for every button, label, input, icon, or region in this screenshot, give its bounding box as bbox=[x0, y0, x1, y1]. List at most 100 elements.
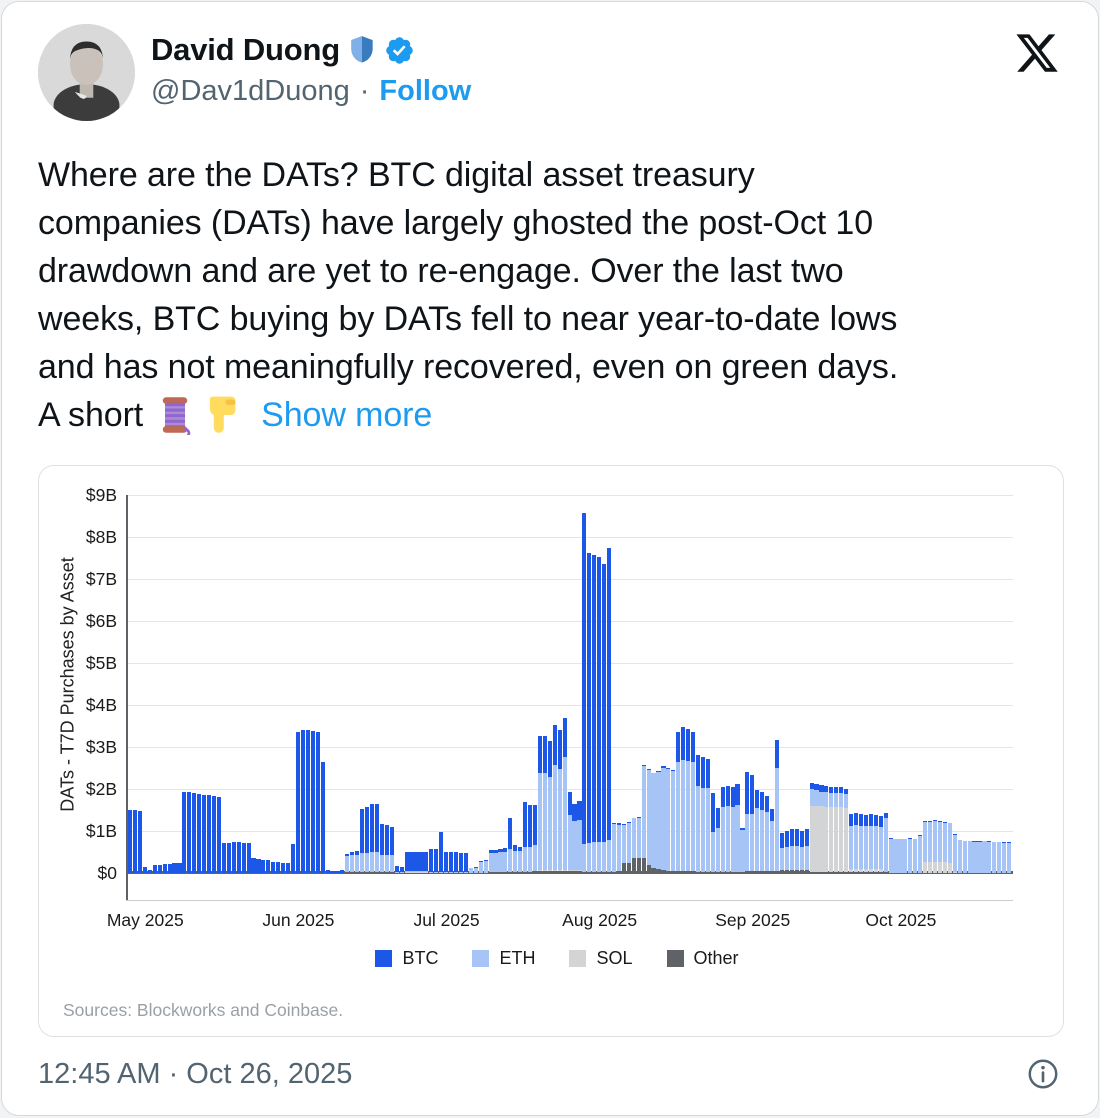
stacked-bar bbox=[661, 766, 665, 873]
bar-segment-other bbox=[701, 872, 705, 873]
bar-segment-eth bbox=[938, 822, 942, 862]
bar-segment-other bbox=[839, 872, 843, 873]
stacked-bar bbox=[163, 864, 167, 873]
bar-segment-eth bbox=[642, 766, 646, 858]
display-name[interactable]: David Duong bbox=[151, 32, 340, 68]
bar-segment-btc bbox=[444, 852, 448, 872]
bar-segment-eth bbox=[449, 872, 453, 873]
stacked-bar bbox=[884, 813, 888, 873]
stacked-bar bbox=[251, 858, 255, 873]
show-more-link[interactable]: Show more bbox=[261, 391, 432, 439]
stacked-bar bbox=[706, 759, 710, 873]
bar-segment-other bbox=[503, 872, 507, 873]
bar-segment-btc bbox=[439, 832, 443, 872]
stacked-bar bbox=[311, 731, 315, 873]
bar-segment-btc bbox=[528, 805, 532, 847]
bar-segment-eth bbox=[607, 840, 611, 872]
bar-segment-other bbox=[819, 872, 823, 873]
stacked-bar bbox=[321, 762, 325, 873]
stacked-bar bbox=[918, 835, 922, 873]
bar-segment-btc bbox=[321, 762, 325, 873]
legend-swatch-other bbox=[667, 950, 684, 967]
bar-segment-other bbox=[642, 858, 646, 873]
stacked-bar bbox=[548, 741, 552, 873]
bar-segment-eth bbox=[706, 788, 710, 872]
stacked-bar bbox=[350, 852, 354, 873]
bar-segment-sol bbox=[810, 806, 814, 872]
bar-segment-eth bbox=[518, 851, 522, 872]
stacked-bar bbox=[913, 839, 917, 873]
stacked-bar bbox=[844, 789, 848, 873]
bar-segment-other bbox=[810, 872, 814, 873]
bar-segment-eth bbox=[928, 822, 932, 862]
bar-segment-other bbox=[824, 872, 828, 873]
stacked-bar bbox=[479, 861, 483, 873]
stacked-bar bbox=[370, 804, 374, 873]
bar-segment-eth bbox=[681, 760, 685, 871]
bar-segment-other bbox=[627, 863, 631, 874]
bar-segment-eth bbox=[602, 842, 606, 872]
stacked-bar bbox=[138, 811, 142, 873]
bar-segment-other bbox=[711, 872, 715, 873]
stacked-bar bbox=[222, 843, 226, 873]
bar-segment-eth bbox=[810, 789, 814, 806]
bar-segment-eth bbox=[814, 790, 818, 806]
bar-segment-btc bbox=[572, 804, 576, 822]
bar-segment-eth bbox=[997, 842, 1001, 872]
stacked-bar bbox=[177, 863, 181, 874]
bar-segment-other bbox=[553, 871, 557, 873]
stacked-bar bbox=[365, 807, 369, 873]
bar-segment-eth bbox=[982, 841, 986, 873]
stacked-bar bbox=[755, 790, 759, 873]
bar-segment-eth bbox=[661, 768, 665, 871]
bar-segment-eth bbox=[992, 842, 996, 872]
stacked-bar bbox=[484, 860, 488, 873]
bar-segment-btc bbox=[138, 811, 142, 873]
stacked-bar bbox=[187, 792, 191, 873]
stacked-bar bbox=[968, 841, 972, 873]
user-handle[interactable]: @Dav1dDuong bbox=[151, 75, 350, 108]
y-tick-label: $3B bbox=[51, 737, 117, 757]
timestamp-link[interactable]: 12:45 AM · Oct 26, 2025 bbox=[38, 1058, 352, 1091]
bar-segment-other bbox=[834, 872, 838, 873]
stacked-bar bbox=[943, 822, 947, 873]
stacked-bar bbox=[582, 513, 586, 873]
bar-segment-other bbox=[572, 871, 576, 873]
avatar[interactable] bbox=[38, 24, 135, 121]
bar-segment-other bbox=[884, 872, 888, 873]
bar-segment-eth bbox=[538, 773, 542, 870]
bar-segment-btc bbox=[212, 796, 216, 873]
bar-segment-eth bbox=[464, 872, 468, 873]
bar-segment-eth bbox=[365, 853, 369, 872]
bar-segment-eth bbox=[498, 852, 502, 872]
stacked-bar bbox=[444, 852, 448, 873]
x-logo-icon[interactable] bbox=[1014, 30, 1060, 76]
bar-segment-eth bbox=[568, 815, 572, 870]
stacked-bar bbox=[143, 867, 147, 873]
stacked-bar bbox=[790, 829, 794, 873]
stacked-bar bbox=[696, 755, 700, 873]
bar-segment-eth bbox=[943, 823, 947, 862]
y-tick-label: $7B bbox=[51, 569, 117, 589]
bar-segment-eth bbox=[454, 872, 458, 873]
stacked-bar bbox=[553, 725, 557, 873]
follow-button[interactable]: Follow bbox=[379, 75, 471, 108]
y-tick-label: $0 bbox=[51, 863, 117, 883]
bar-segment-btc bbox=[227, 843, 231, 873]
stacked-bar bbox=[533, 805, 537, 873]
chart-image[interactable]: DATs - T7D Purchases by Asset $0$1B$2B$3… bbox=[38, 465, 1064, 1037]
bar-segment-sol bbox=[829, 807, 833, 872]
bar-segment-eth bbox=[370, 852, 374, 871]
bar-segment-eth bbox=[671, 771, 675, 871]
info-icon[interactable] bbox=[1026, 1057, 1060, 1091]
stacked-bar bbox=[212, 796, 216, 873]
stacked-bar bbox=[647, 769, 651, 873]
bar-segment-btc bbox=[859, 814, 863, 825]
stacked-bar bbox=[395, 866, 399, 873]
bar-segment-eth bbox=[790, 846, 794, 870]
bar-segment-btc bbox=[271, 862, 275, 873]
bar-segment-other bbox=[647, 865, 651, 873]
bar-segment-eth bbox=[819, 792, 823, 807]
bar-segment-btc bbox=[597, 557, 601, 843]
bar-segment-eth bbox=[849, 826, 853, 869]
